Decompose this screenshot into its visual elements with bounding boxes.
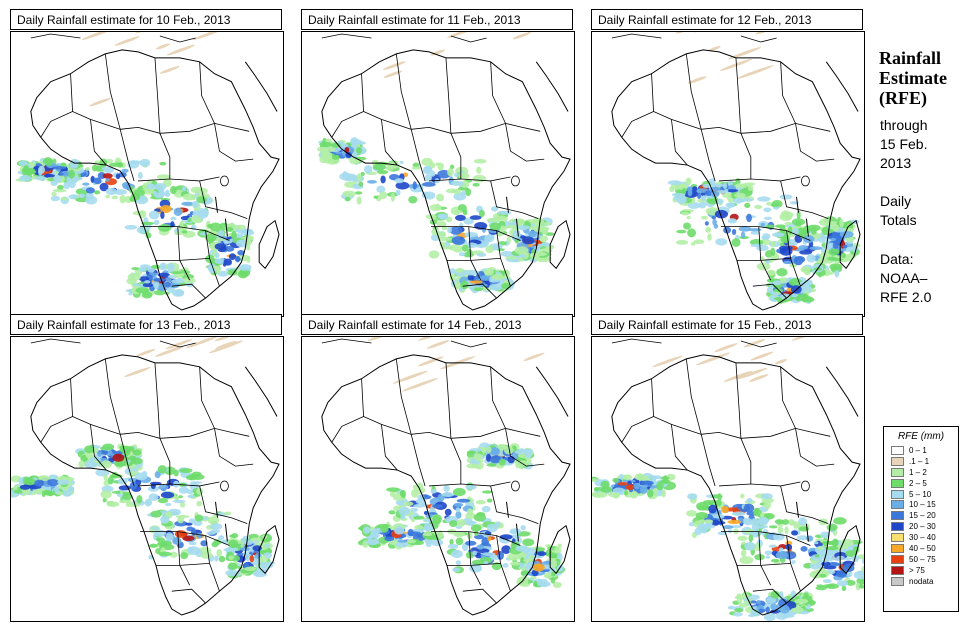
- rainfall-map: [591, 31, 865, 317]
- legend-swatch: [891, 522, 904, 532]
- heading-line-3: (RFE): [879, 88, 927, 108]
- legend-swatch: [891, 489, 904, 499]
- map-panel-12: Daily Rainfall estimate for 12 Feb., 201…: [591, 9, 865, 317]
- panel-title: Daily Rainfall estimate for 11 Feb., 201…: [301, 9, 573, 30]
- legend-label: 5 – 10: [909, 489, 932, 499]
- source-line-2: RFE 2.0: [880, 289, 932, 305]
- legend-item: 10 – 15: [891, 499, 958, 510]
- map-panel-15: Daily Rainfall estimate for 15 Feb., 201…: [591, 314, 865, 622]
- legend-swatch: [891, 554, 904, 564]
- legend-swatch: [891, 467, 904, 477]
- rainfall-overlay: [592, 337, 864, 621]
- rainfall-map: [10, 31, 284, 317]
- daily-block: Daily Totals: [880, 192, 966, 230]
- sidebar-heading: Rainfall Estimate (RFE): [879, 48, 967, 108]
- legend-item: 30 – 40: [891, 532, 958, 543]
- legend-swatch: [891, 565, 904, 575]
- legend-label: 2 – 5: [909, 478, 927, 488]
- legend-item: 2 – 5: [891, 478, 958, 489]
- daily-label: Daily: [880, 193, 912, 209]
- legend-item: 20 – 30: [891, 521, 958, 532]
- heading-line-1: Rainfall: [879, 48, 942, 68]
- rainfall-overlay: [316, 32, 559, 294]
- legend-item: .1 – 1: [891, 456, 958, 467]
- date-line-1: 15 Feb.: [880, 136, 928, 152]
- legend-item: 15 – 20: [891, 510, 958, 521]
- through-label: through: [880, 117, 928, 133]
- heading-line-2: Estimate: [879, 68, 947, 88]
- panel-title: Daily Rainfall estimate for 10 Feb., 201…: [10, 9, 282, 30]
- legend-item: 50 – 75: [891, 554, 958, 565]
- rainfall-map: [301, 336, 575, 622]
- rainfall-map: [591, 336, 865, 622]
- legend-label: 30 – 40: [909, 533, 936, 543]
- rainfall-overlay: [357, 337, 566, 588]
- map-panel-13: Daily Rainfall estimate for 13 Feb., 201…: [10, 314, 284, 622]
- panel-title: Daily Rainfall estimate for 15 Feb., 201…: [591, 314, 863, 335]
- source-line-1: NOAA–: [880, 270, 928, 286]
- legend-item: 5 – 10: [891, 489, 958, 500]
- legend-swatch: [891, 445, 904, 455]
- rainfall-map: [10, 336, 284, 622]
- legend-item: 1 – 2: [891, 467, 958, 478]
- rainfall-overlay: [15, 32, 255, 299]
- data-source-block: Data: NOAA– RFE 2.0: [880, 250, 966, 307]
- legend-item: > 75: [891, 565, 958, 576]
- legend-label: 20 – 30: [909, 522, 936, 532]
- legend-swatch: [891, 576, 904, 586]
- legend-label: 1 – 2: [909, 467, 927, 477]
- legend-swatch: [891, 500, 904, 510]
- panel-title: Daily Rainfall estimate for 12 Feb., 201…: [591, 9, 863, 30]
- map-panel-14: Daily Rainfall estimate for 14 Feb., 201…: [301, 314, 575, 622]
- legend-swatch: [891, 533, 904, 543]
- legend-label: nodata: [909, 576, 934, 586]
- totals-label: Totals: [880, 212, 917, 228]
- legend-label: 15 – 20: [909, 511, 936, 521]
- panel-title: Daily Rainfall estimate for 14 Feb., 201…: [301, 314, 573, 335]
- legend-label: 40 – 50: [909, 543, 936, 553]
- rainfall-overlay: [11, 337, 276, 579]
- legend-swatch: [891, 511, 904, 521]
- rainfall-map: [301, 31, 575, 317]
- date-line-2: 2013: [880, 155, 912, 171]
- data-label: Data:: [880, 251, 914, 267]
- map-panel-11: Daily Rainfall estimate for 11 Feb., 201…: [301, 9, 575, 317]
- legend-item: 0 – 1: [891, 445, 958, 456]
- legend-swatch: [891, 478, 904, 488]
- legend-item: 40 – 50: [891, 543, 958, 554]
- legend-swatch: [891, 456, 904, 466]
- legend-label: 10 – 15: [909, 500, 936, 510]
- map-panel-10: Daily Rainfall estimate for 10 Feb., 201…: [10, 9, 284, 317]
- panel-title: Daily Rainfall estimate for 13 Feb., 201…: [10, 314, 282, 335]
- rainfall-overlay: [667, 32, 861, 305]
- legend-item: nodata: [891, 576, 958, 587]
- legend-label: > 75: [909, 565, 925, 575]
- legend-swatch: [891, 543, 904, 553]
- through-block: through 15 Feb. 2013: [880, 116, 966, 173]
- legend-title: RFE (mm): [897, 431, 945, 442]
- legend-label: 0 – 1: [909, 445, 927, 455]
- legend-label: .1 – 1: [909, 456, 930, 466]
- legend-label: 50 – 75: [909, 554, 936, 564]
